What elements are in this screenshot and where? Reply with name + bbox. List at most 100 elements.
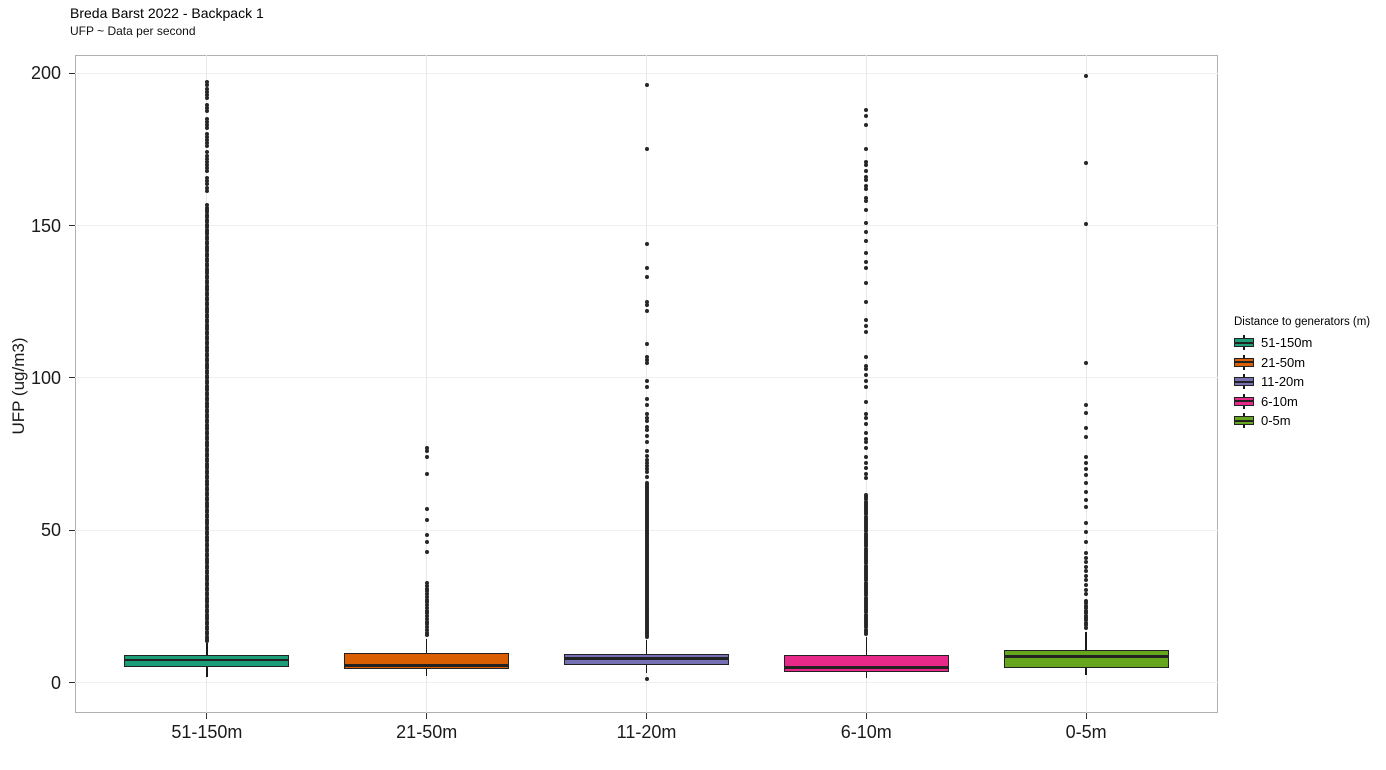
outlier-dot: [864, 208, 869, 213]
outlier-dot: [864, 552, 869, 557]
outlier-dot: [204, 165, 209, 170]
outlier-dot: [864, 589, 869, 594]
outlier-dot: [1084, 490, 1089, 495]
outlier-dot: [1084, 222, 1089, 227]
outlier-dot: [1084, 606, 1089, 611]
outlier-dot: [204, 420, 209, 425]
outlier-dot: [644, 418, 649, 423]
outlier-dot: [204, 351, 209, 356]
outlier-dot: [644, 453, 649, 458]
y-tick-label: 100: [30, 367, 61, 388]
outlier-dot: [204, 251, 209, 256]
outlier-dot: [644, 397, 649, 402]
outlier-dot: [644, 534, 649, 539]
outlier-dot: [864, 561, 869, 566]
outlier-dot: [204, 490, 209, 495]
outlier-dot: [204, 398, 209, 403]
outlier-dot: [1084, 435, 1089, 440]
outlier-dot: [204, 403, 209, 408]
legend-label: 21-50m: [1261, 354, 1306, 370]
outlier-dot: [204, 356, 209, 361]
outlier-dot: [864, 544, 869, 549]
boxplot-box-21-50m: [344, 652, 510, 670]
outlier-dot: [864, 415, 869, 420]
outlier-dot: [644, 147, 649, 152]
legend-item-11-20m: 11-20m: [1234, 372, 1370, 392]
legend-item-51-150m: 51-150m: [1234, 333, 1370, 353]
outlier-dot: [204, 583, 209, 588]
outlier-dot: [644, 412, 649, 417]
outlier-dot: [204, 239, 209, 244]
outlier-dot: [204, 215, 209, 220]
outlier-dot: [864, 576, 869, 581]
outlier-dot: [204, 459, 209, 464]
outlier-dot: [204, 364, 209, 369]
outlier-dot: [864, 455, 869, 460]
outlier-dot: [864, 266, 869, 271]
outlier-dot: [204, 539, 209, 544]
chart-subtitle: UFP ~ Data per second: [70, 24, 196, 38]
y-tick-label: 0: [50, 672, 61, 693]
outlier-dot: [1084, 615, 1089, 620]
outlier-dot: [644, 464, 649, 469]
outlier-dot: [864, 493, 869, 498]
vertical-gridline: [646, 55, 647, 713]
outlier-dot: [864, 465, 869, 470]
outlier-dot: [204, 544, 209, 549]
outlier-dot: [644, 578, 649, 583]
outlier-dot: [204, 354, 209, 359]
outlier-dot: [864, 565, 869, 570]
outlier-dot: [1084, 601, 1089, 606]
outlier-dot: [204, 254, 209, 259]
outlier-dot: [864, 378, 869, 383]
outlier-dot: [644, 525, 649, 530]
outlier-dot: [864, 591, 869, 596]
outlier-dot: [864, 354, 869, 359]
outlier-dot: [644, 481, 649, 486]
outlier-dot: [204, 83, 209, 88]
outlier-dot: [644, 631, 649, 636]
outlier-dot: [204, 271, 209, 276]
outlier-dot: [864, 501, 869, 506]
outlier-dot: [424, 592, 429, 597]
legend-key-icon: [1234, 335, 1254, 351]
outlier-dot: [864, 614, 869, 619]
outlier-dot: [204, 261, 209, 266]
outlier-dot: [204, 390, 209, 395]
outlier-dot: [204, 346, 209, 351]
chart-title: Breda Barst 2022 - Backpack 1: [70, 5, 264, 21]
outlier-dot: [644, 600, 649, 605]
outlier-dot: [864, 608, 869, 613]
outlier-dot: [424, 449, 429, 454]
outlier-dot: [204, 537, 209, 542]
outlier-dot: [864, 599, 869, 604]
outlier-dot: [204, 505, 209, 510]
outlier-dot: [1084, 473, 1089, 478]
outlier-dot: [644, 360, 649, 365]
outlier-dot: [204, 327, 209, 332]
outlier-dot: [644, 461, 649, 466]
outlier-dot: [204, 288, 209, 293]
median-line-0-5m: [1003, 655, 1169, 658]
outlier-dot: [644, 458, 649, 463]
outlier-dot: [864, 251, 869, 255]
outlier-dot: [204, 205, 209, 210]
outlier-dot: [1084, 618, 1089, 623]
outlier-dot: [204, 512, 209, 517]
outlier-dot: [204, 168, 209, 173]
outlier-dot: [204, 144, 209, 149]
legend-item-21-50m: 21-50m: [1234, 353, 1370, 373]
outlier-dot: [864, 183, 869, 188]
outlier-dot: [204, 624, 209, 629]
outlier-dot: [864, 593, 869, 598]
outlier-dot: [424, 581, 429, 586]
outlier-dot: [864, 546, 869, 551]
outlier-dot: [204, 634, 209, 639]
whisker-lower-21-50m: [425, 669, 428, 677]
outlier-dot: [864, 299, 869, 304]
outlier-dot: [644, 514, 649, 519]
outlier-dot: [864, 537, 869, 542]
outlier-dot: [204, 580, 209, 585]
outlier-dot: [644, 439, 649, 444]
